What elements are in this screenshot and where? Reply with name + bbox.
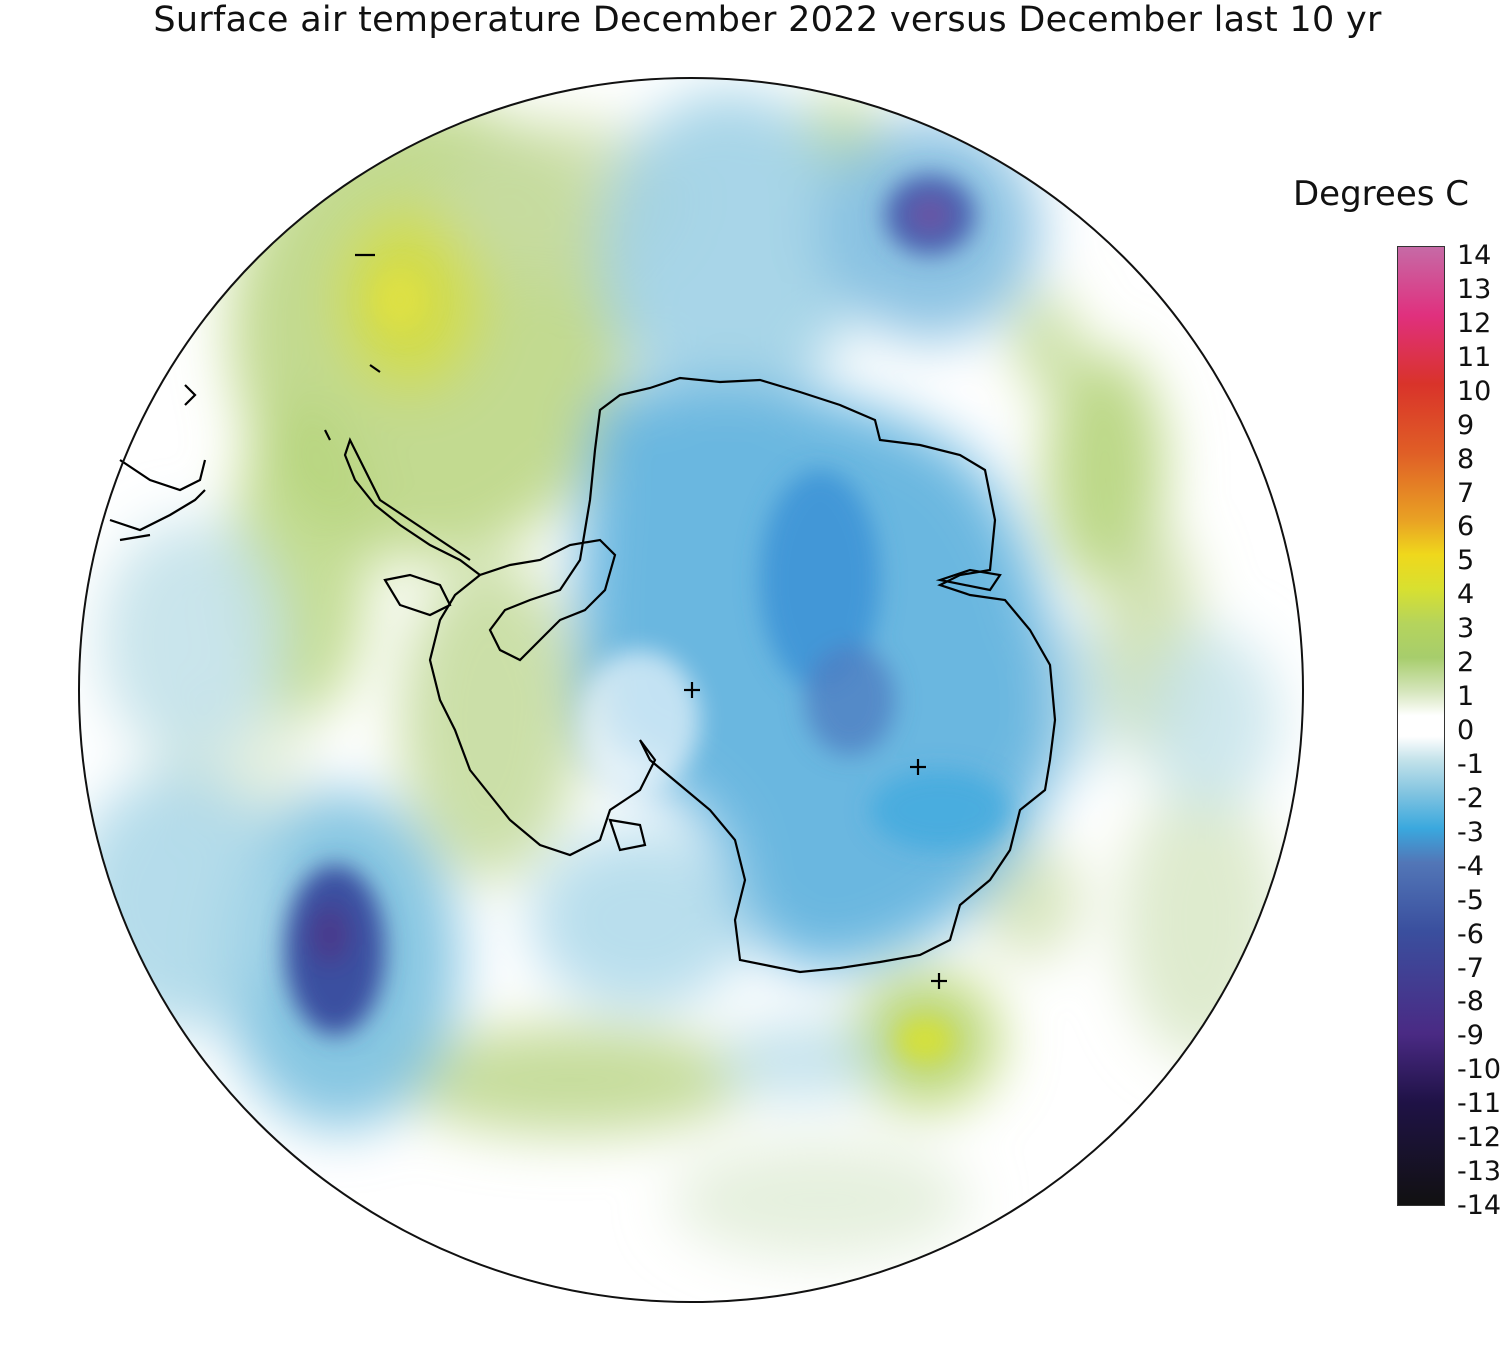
- color-scale-bar: [1397, 246, 1445, 1206]
- coastline-islands: [383, 573, 452, 617]
- legend-tick-label: 14: [1457, 240, 1492, 271]
- legend-tick-label: 9: [1457, 409, 1475, 441]
- legend-tick-label: 6: [1457, 511, 1475, 543]
- legend-tick-label: -12: [1457, 1122, 1500, 1154]
- legend-tick-label: -4: [1457, 850, 1484, 882]
- coastline-south-america: [109, 459, 207, 542]
- legend-tick-label: 2: [1457, 647, 1475, 679]
- legend-tick-label: 3: [1457, 613, 1475, 645]
- map-boundary: [78, 77, 1304, 1303]
- legend-tick-label: 12: [1457, 307, 1492, 339]
- marker-cross: [684, 682, 700, 698]
- legend-tick-label: 11: [1457, 341, 1492, 373]
- legend-tick-label: 7: [1457, 477, 1475, 509]
- legend-tick-label: -3: [1457, 816, 1484, 848]
- legend-tick-label: -10: [1457, 1054, 1500, 1086]
- legend-tick-label: -13: [1457, 1156, 1500, 1188]
- cool-core-plateau: [760, 470, 880, 690]
- legend-tick-label: 5: [1457, 545, 1475, 577]
- legend-tick-label: 13: [1457, 273, 1492, 305]
- legend-tick-label: -9: [1457, 1020, 1484, 1052]
- legend-tick-label: -11: [1457, 1088, 1500, 1120]
- legend-tick-label: -14: [1457, 1190, 1500, 1221]
- legend-tick-label: -2: [1457, 782, 1484, 814]
- legend-tick-label: 4: [1457, 579, 1475, 611]
- coastline-antarctica: [428, 376, 1057, 974]
- legend-tick-label: -8: [1457, 986, 1484, 1018]
- legend-tick-label: -1: [1457, 748, 1484, 780]
- station-markers: [684, 682, 947, 989]
- warm-region-weddell: [400, 560, 580, 880]
- coastline-peninsula: [343, 437, 481, 576]
- marker-cross: [931, 973, 947, 989]
- coastline-west-antarctica-ice: [608, 818, 647, 852]
- legend-tick-label: -6: [1457, 918, 1484, 950]
- legend-tick-label: -7: [1457, 952, 1484, 984]
- warm-region-south-pacific: [390, 1025, 750, 1135]
- coastlines: [109, 253, 1057, 974]
- map-title: Surface air temperature December 2022 ve…: [153, 0, 1382, 40]
- legend-tick-label: 10: [1457, 375, 1492, 407]
- legend-tick-label: 0: [1457, 715, 1475, 746]
- legend-tick-label: 1: [1457, 681, 1475, 713]
- cool-region-indian-sector: [600, 90, 860, 410]
- legend-unit-label: Degrees C: [1293, 174, 1470, 214]
- legend-tick-label: 8: [1457, 443, 1475, 475]
- marker-cross: [910, 759, 926, 775]
- legend-tick-label: -5: [1457, 884, 1484, 916]
